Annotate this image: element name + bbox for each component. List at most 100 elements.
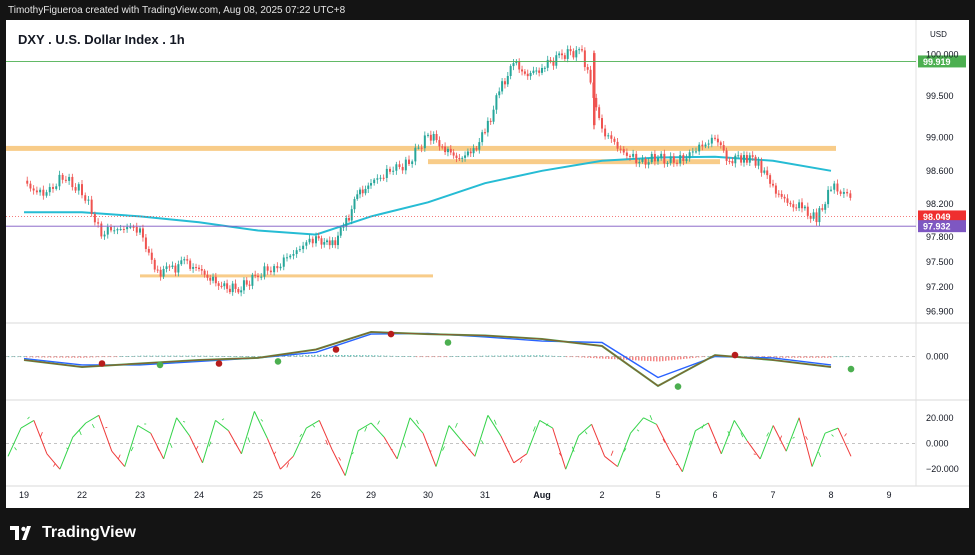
macd-cross-marker (156, 361, 164, 369)
oscillator-segment (266, 438, 281, 470)
oscillator-segment (338, 456, 342, 461)
macd-histogram-bar (560, 356, 562, 357)
candle-body (546, 59, 549, 68)
tradingview-logo[interactable]: TradingView (10, 524, 136, 542)
macd-histogram-bar (464, 356, 466, 357)
oscillator-segment (552, 427, 567, 470)
oscillator-segment (818, 451, 821, 458)
candle-body (392, 170, 395, 172)
candle-body (801, 202, 803, 209)
oscillator-segment (247, 437, 251, 443)
macd-histogram-bar (26, 356, 28, 358)
oscillator-segment (844, 433, 847, 437)
candle-body (435, 133, 438, 141)
macd-histogram-bar (53, 356, 55, 358)
oscillator-segment (558, 452, 562, 456)
macd-histogram-bar (389, 355, 391, 357)
macd-histogram-bar (338, 354, 340, 357)
macd-histogram-bar (569, 356, 571, 358)
macd-cross-marker (847, 365, 855, 373)
candle-body (469, 151, 472, 154)
candle-body (129, 226, 132, 228)
macd-histogram-bar (365, 355, 367, 357)
candle-body (806, 206, 809, 216)
oscillator-segment (442, 446, 445, 451)
candle-body (379, 177, 382, 179)
candle-body (555, 55, 558, 66)
oscillator-segment (792, 436, 795, 439)
candle-body (370, 183, 372, 186)
macd-histogram-bar (104, 356, 106, 358)
candle-body (575, 50, 578, 58)
macd-histogram-bar (203, 355, 205, 357)
macd-histogram-bar (623, 356, 625, 360)
candle-body (417, 147, 420, 149)
candle-body (549, 59, 552, 61)
oscillator-segment (215, 420, 229, 432)
macd-cross-marker (98, 360, 106, 367)
oscillator-segment (299, 433, 303, 437)
oscillator-segment (46, 453, 61, 470)
candle-body (32, 188, 35, 191)
candle-body (572, 51, 575, 58)
oscillator-segment (610, 450, 614, 456)
macd-histogram-bar (194, 355, 196, 357)
macd-cross-marker (731, 351, 739, 359)
macd-histogram-bar (662, 356, 664, 362)
macd-histogram-bar (353, 355, 355, 357)
macd-cross-marker (274, 358, 282, 365)
macd-cross-marker (674, 383, 682, 390)
macd-histogram-bar (440, 356, 442, 358)
candle-body (245, 280, 248, 285)
resistance-price-badge (918, 55, 966, 68)
candle-body (438, 140, 441, 147)
oscillator-segment (182, 421, 186, 423)
macd-histogram-bar (602, 356, 604, 359)
macd-histogram-bar (554, 355, 556, 357)
candle-body (432, 133, 435, 141)
price-tick-label: 99.000 (926, 133, 954, 143)
oscillator-segment (208, 441, 212, 447)
candle-body (195, 267, 198, 269)
macd-histogram-bar (23, 356, 25, 358)
oscillator-segment (455, 422, 458, 428)
candle-body (159, 269, 162, 277)
candle-body (61, 174, 64, 180)
candle-body (760, 160, 763, 173)
macd-histogram-bar (161, 355, 163, 357)
macd-histogram-bar (506, 355, 508, 357)
macd-histogram-bar (323, 354, 325, 357)
candle-body (183, 259, 186, 261)
macd-histogram-bar (482, 355, 484, 357)
candle-body (323, 242, 326, 245)
macd-histogram-bar (551, 355, 553, 357)
oscillator-segment (720, 420, 735, 454)
candle-body (682, 155, 685, 161)
price-tick-label: 96.900 (926, 307, 954, 317)
macd-histogram-bar (686, 356, 688, 359)
macd-histogram-bar (176, 355, 178, 357)
macd-histogram-bar (575, 356, 577, 358)
time-tick-label: 26 (311, 490, 321, 500)
oscillator-segment (306, 419, 320, 429)
candle-body (48, 187, 51, 193)
candle-body (653, 153, 656, 162)
chart-area[interactable]: 99.919 98.049 97.932 0.000 20.000 0.000 −20.… (6, 20, 969, 508)
macd-histogram-bar (542, 355, 544, 357)
oscillator-segment (59, 436, 74, 470)
candle-body (282, 257, 285, 267)
candle-body (45, 192, 48, 196)
candle-body (364, 188, 367, 194)
oscillator-segment (526, 420, 541, 454)
oscillator-segment (779, 435, 783, 441)
oscillator-segment (202, 420, 216, 463)
oscillator-tick-label: −20.000 (926, 464, 959, 474)
candle-body (348, 217, 350, 221)
candle-body (168, 266, 171, 268)
oscillator-segment (280, 455, 294, 470)
macd-histogram-bar (218, 355, 220, 357)
macd-histogram-bar (803, 356, 805, 358)
oscillator-segment (53, 463, 56, 467)
candle-body (650, 153, 653, 163)
